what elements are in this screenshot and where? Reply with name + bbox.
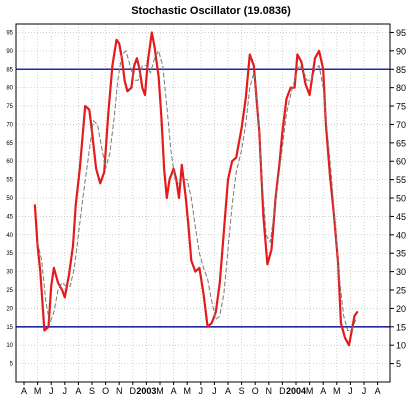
y-tick-label-right: 45 [396,212,406,222]
x-tick-label: A [375,386,381,396]
y-tick-label-left: 60 [6,159,13,165]
y-tick-label-left: 10 [6,343,13,349]
x-tick-label: M [156,386,164,396]
x-tick-label: O [102,386,109,396]
x-tick-label: S [239,386,245,396]
series-lines [33,31,359,347]
x-tick-label: O [252,386,259,396]
y-tick-label-left: 15 [6,325,13,331]
x-tick-label: J [49,386,54,396]
y-tick-label-left: 65 [6,141,13,147]
y-tick-label-left: 55 [6,178,13,184]
y-tick-label-left: 80 [6,86,13,92]
signal-line-series [37,50,357,331]
y-tick-label-right: 65 [396,138,406,148]
y-tick-label-right: 20 [396,304,406,314]
y-tick-label-right: 55 [396,175,406,185]
y-tick-label-right: 50 [396,194,406,204]
y-tick-label-left: 30 [6,270,13,276]
y-tick-label-left: 50 [6,196,13,202]
y-tick-label-right: 85 [396,65,406,75]
y-tick-label-left: 45 [6,214,13,220]
y-tick-label-right: 80 [396,83,406,93]
x-tick-label: J [362,386,367,396]
x-tick-label: J [212,386,217,396]
y-tick-label-left: 95 [6,30,13,36]
x-tick-label: N [266,386,273,396]
x-tick-label: S [89,386,95,396]
x-tick-label: J [348,386,353,396]
x-tick-label: J [63,386,68,396]
y-tick-label-right: 95 [396,28,406,38]
chart-title: Stochastic Oscillator (19.0836) [131,5,291,17]
x-tick-label: A [320,386,326,396]
y-tick-label-right: 30 [396,267,406,277]
y-tick-label-left: 20 [6,306,13,312]
y-tick-label-right: 75 [396,102,406,112]
x-tick-label: M [306,386,314,396]
stochastic-line-series [33,31,359,347]
y-tick-label-right: 10 [396,341,406,351]
x-tick-label: M [183,386,191,396]
x-tick-label: A [21,386,27,396]
x-year-label: 2004 [286,386,306,396]
y-tick-label-left: 25 [6,288,13,294]
y-tick-label-right: 15 [396,322,406,332]
x-tick-label: M [34,386,42,396]
y-tick-label-left: 85 [6,67,13,73]
y-tick-label-left: 70 [6,122,13,128]
y-tick-label-right: 25 [396,286,406,296]
y-tick-label-left: 35 [6,251,13,257]
y-tick-label-right: 60 [396,157,406,167]
y-tick-label-left: 90 [6,49,13,55]
x-year-label: 2003 [136,386,156,396]
y-tick-label-left: 5 [10,362,14,368]
y-tick-label-right: 5 [396,359,401,369]
y-tick-label-right: 90 [396,46,406,56]
plot-frame [15,23,391,383]
x-tick-label: J [199,386,204,396]
y-tick-label-right: 35 [396,249,406,259]
x-tick-label: A [225,386,231,396]
x-tick-label: A [171,386,177,396]
reference-lines [16,68,390,328]
y-tick-label-right: 40 [396,230,406,240]
x-tick-label: A [75,386,81,396]
y-tick-label-right: 70 [396,120,406,130]
x-tick-label: D [279,386,286,396]
x-axis-ticks: A M J J A S O N D 2003 M A M J J A S O N D 2004 M A M J J A [21,382,381,396]
y-tick-label-left: 40 [6,233,13,239]
x-tick-label: D [130,386,137,396]
x-tick-label: M [333,386,341,396]
y-tick-label-left: 75 [6,104,13,110]
x-tick-label: N [116,386,123,396]
